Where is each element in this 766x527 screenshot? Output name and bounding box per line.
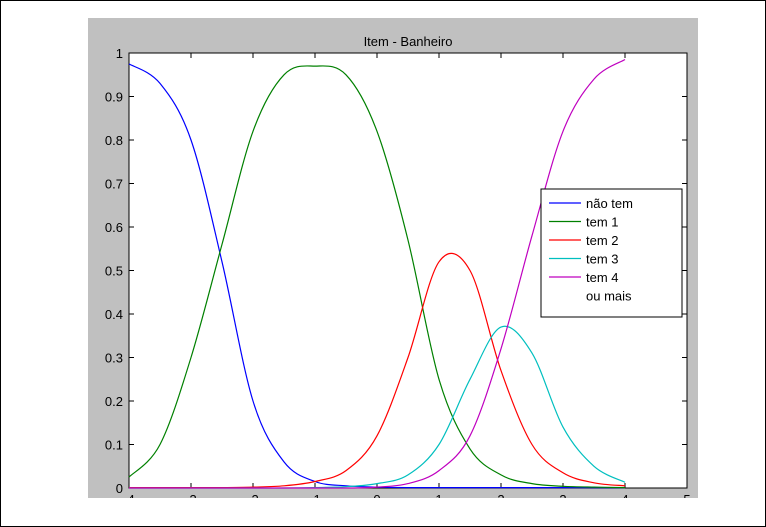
x-tick-label: 5 [683,492,690,498]
legend-label-3: tem 3 [586,252,619,267]
legend-label-4: tem 4 [586,270,619,285]
legend: não tem tem 1 tem 2 tem 3 tem 4 ou mais [540,188,683,318]
y-tick-label: 0.1 [105,438,123,453]
chart-title: Item - Banheiro [364,34,453,49]
y-tick-label: 0 [116,481,123,496]
y-tick-label: 0.2 [105,394,123,409]
y-tick-label: 0.3 [105,351,123,366]
x-tick-label: -4 [123,492,135,498]
x-tick-label: -2 [247,492,259,498]
x-tick-label: 0 [373,492,380,498]
x-tick-label: 1 [435,492,442,498]
chart: Item - Banheiro -4 -3 -2 -1 0 1 2 3 4 5 0 0.1 0.2 0.3… [105,34,691,498]
series-line-0 [128,63,625,489]
y-tick-label: 0.5 [105,264,123,279]
x-tick-label: 4 [621,492,628,498]
legend-label-1: tem 1 [586,215,619,230]
x-tick-label: 3 [559,492,566,498]
legend-label-0: não tem [586,196,633,211]
y-tick-label: 0.7 [105,177,123,192]
y-tick-label: 0.8 [105,133,123,148]
y-tick-label: 0.6 [105,220,123,235]
figure-background: Item - Banheiro -4 -3 -2 -1 0 1 2 3 4 5 0 0.1 0.2 0.3… [88,18,698,498]
series-line-1 [128,65,626,489]
legend-box [540,188,683,318]
axis-ticks: -4 -3 -2 -1 0 1 2 3 4 5 0 0.1 0.2 0.3 0.4 0.5 0.6 0.7 0.8 0… [105,46,691,498]
legend-label-4: ou mais [586,289,632,304]
legend-label-2: tem 2 [586,233,619,248]
y-tick-label: 1 [116,46,123,61]
x-tick-label: -1 [309,492,321,498]
x-tick-label: -3 [185,492,197,498]
y-tick-label: 0.9 [105,90,123,105]
x-tick-label: 2 [497,492,504,498]
y-tick-label: 0.4 [105,307,123,322]
